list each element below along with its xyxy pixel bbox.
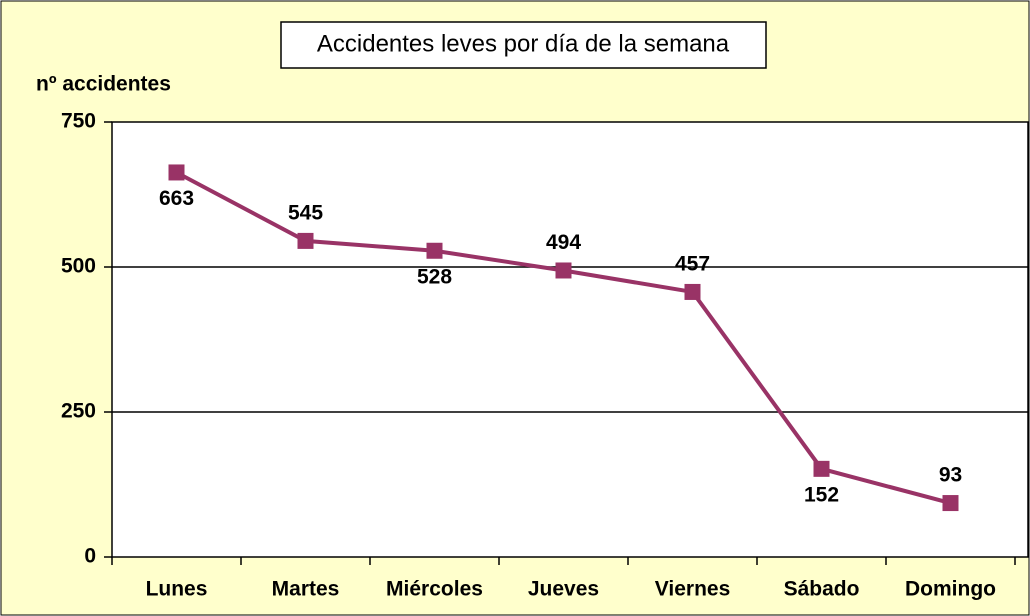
data-label: 152 [804,483,839,506]
data-label: 545 [288,201,323,224]
data-label: 457 [675,252,710,275]
point [684,283,701,300]
y-tick-label: 250 [61,400,96,423]
plot-area [111,121,1029,558]
data-label: 93 [939,464,962,487]
data-label: 528 [417,265,452,288]
point [813,460,830,477]
point [942,495,959,512]
chart-title: Accidentes leves por día de la semana [317,30,730,57]
x-tick-label: Domingo [905,578,996,601]
point [168,164,185,181]
x-tick-label: Martes [272,578,340,601]
x-tick-label: Lunes [146,578,208,601]
x-tick-label: Jueves [528,578,599,601]
y-axis-label: nº accidentes [36,73,171,96]
title-box [280,21,767,69]
y-tick-label: 0 [84,545,96,568]
y-tick-label: 500 [61,255,96,278]
point [297,232,314,249]
x-tick-label: Miércoles [386,578,483,601]
data-label: 663 [159,187,194,210]
x-tick-label: Sábado [784,578,860,601]
y-tick-label: 750 [61,110,96,133]
point [426,242,443,259]
x-tick-label: Viernes [655,578,731,601]
data-label: 494 [546,231,581,254]
point [555,262,572,279]
